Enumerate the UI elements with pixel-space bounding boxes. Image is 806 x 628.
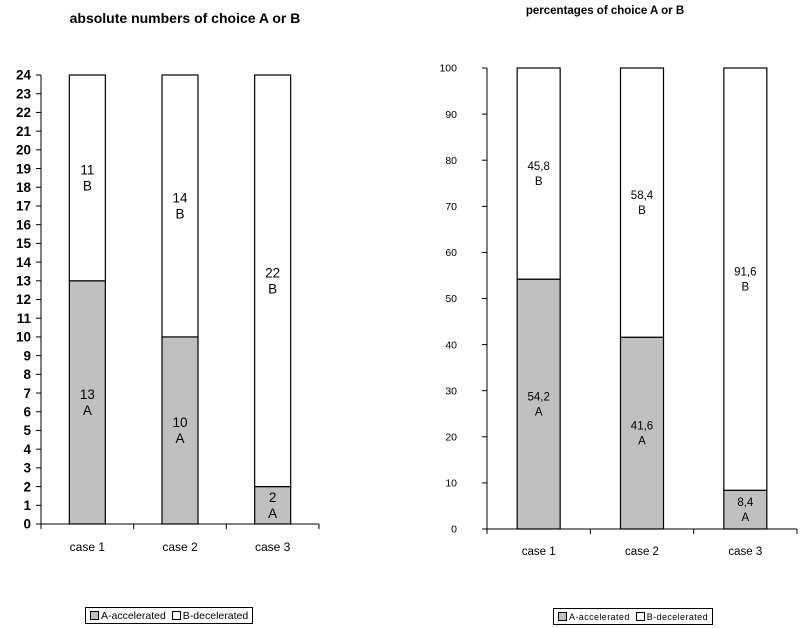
bar-segment-b — [68, 74, 106, 282]
legend-percentages: A-accelerated B-decelerated — [553, 608, 713, 625]
y-tick-label: 19 — [16, 161, 31, 176]
y-tick-label: 8 — [23, 367, 31, 382]
y-tick-label: 30 — [445, 385, 457, 397]
y-tick-label: 50 — [445, 293, 457, 305]
y-tick-label: 90 — [445, 109, 457, 121]
y-tick-label: 4 — [23, 442, 31, 457]
bar-segment-a — [68, 280, 106, 525]
legend-swatch-b — [171, 611, 181, 620]
data-label-letter: A — [268, 506, 277, 521]
legend-label-a: A-accelerated — [569, 611, 630, 622]
data-label-value: 2 — [269, 490, 277, 505]
y-tick-label: 100 — [439, 63, 457, 75]
data-label-letter: A — [535, 407, 543, 419]
chart-title-absolute: absolute numbers of choice A or B — [69, 10, 301, 26]
y-tick-label: 20 — [16, 143, 31, 158]
y-tick-label: 23 — [16, 86, 32, 101]
legend-swatch-a — [558, 612, 567, 621]
y-tick-label: 60 — [445, 247, 457, 259]
legend-item-b: B-decelerated — [635, 611, 708, 622]
data-label-value: 41,6 — [631, 421, 653, 433]
bar-segment-a — [619, 336, 665, 530]
data-label-letter: B — [268, 282, 277, 297]
bar-segment-a — [254, 485, 292, 525]
y-tick-label: 70 — [445, 201, 457, 213]
x-tick-label: case 2 — [625, 546, 659, 558]
bar-segment-b — [254, 74, 292, 488]
y-tick-label: 22 — [16, 105, 31, 120]
data-label-value: 91,6 — [734, 267, 756, 279]
data-label-letter: B — [535, 176, 543, 188]
y-tick-label: 5 — [23, 423, 31, 438]
y-tick-label: 0 — [451, 524, 457, 536]
y-tick-label: 10 — [16, 330, 31, 345]
y-tick-label: 0 — [23, 517, 31, 532]
y-tick-label: 18 — [16, 180, 32, 195]
y-tick-label: 2 — [23, 479, 31, 494]
bar-segment-b — [723, 67, 768, 491]
data-label-letter: A — [83, 403, 92, 418]
y-tick-label: 12 — [16, 292, 31, 307]
y-tick-label: 40 — [445, 339, 457, 351]
x-tick-label: case 2 — [162, 540, 198, 554]
y-tick-label: 7 — [23, 386, 31, 401]
data-label-value: 22 — [265, 266, 280, 281]
legend-item-a: A-accelerated — [558, 612, 630, 622]
y-tick-label: 14 — [16, 255, 32, 270]
y-tick-label: 11 — [17, 311, 32, 326]
y-tick-label: 10 — [445, 478, 457, 490]
data-label-letter: B — [83, 179, 92, 194]
data-label-value: 8,4 — [737, 497, 754, 509]
bar-segment-b — [161, 74, 199, 338]
chart-title-percentages: percentages of choice A or B — [525, 5, 685, 17]
y-tick-label: 1 — [23, 498, 31, 513]
bar-segment-a — [516, 278, 561, 530]
bar-segment-b — [619, 67, 665, 338]
y-tick-label: 21 — [16, 124, 32, 139]
y-tick-label: 3 — [23, 461, 31, 476]
data-label-value: 13 — [80, 387, 95, 402]
y-tick-label: 9 — [23, 348, 31, 363]
legend-item-b: B-decelerated — [171, 609, 249, 622]
y-tick-label: 13 — [16, 274, 32, 289]
legend-swatch-a — [90, 611, 99, 620]
y-tick-label: 80 — [445, 155, 457, 167]
data-label-value: 11 — [80, 163, 94, 178]
x-tick-label: case 1 — [522, 546, 556, 558]
x-tick-label: case 3 — [255, 540, 291, 554]
data-label-letter: A — [175, 431, 184, 446]
x-tick-label: case 1 — [70, 540, 106, 554]
legend-label-a: A-accelerated — [101, 609, 166, 622]
y-tick-label: 17 — [16, 199, 31, 214]
legend-absolute: A-accelerated B-decelerated — [85, 607, 254, 624]
data-label-value: 54,2 — [527, 392, 549, 404]
data-label-letter: A — [741, 512, 749, 524]
data-label-letter: B — [638, 205, 646, 217]
legend-item-a: A-accelerated — [90, 610, 166, 622]
y-tick-label: 16 — [16, 217, 32, 232]
y-tick-label: 15 — [16, 236, 32, 251]
legend-label-b: B-decelerated — [182, 609, 249, 622]
x-tick-label: case 3 — [728, 546, 762, 558]
data-label-value: 58,4 — [631, 190, 654, 202]
data-label-value: 45,8 — [527, 161, 549, 173]
legend-swatch-b — [635, 612, 645, 621]
y-tick-label: 20 — [445, 431, 457, 443]
data-label-letter: B — [175, 207, 184, 222]
data-label-letter: B — [741, 282, 749, 294]
legend-label-b: B-decelerated — [646, 611, 708, 622]
data-label-letter: A — [638, 436, 646, 448]
bar-segment-a — [723, 489, 768, 530]
y-tick-label: 6 — [23, 404, 31, 419]
data-label-value: 10 — [172, 415, 187, 430]
bar-segment-b — [516, 67, 561, 280]
data-label-value: 14 — [172, 191, 188, 206]
y-tick-label: 24 — [16, 68, 32, 83]
